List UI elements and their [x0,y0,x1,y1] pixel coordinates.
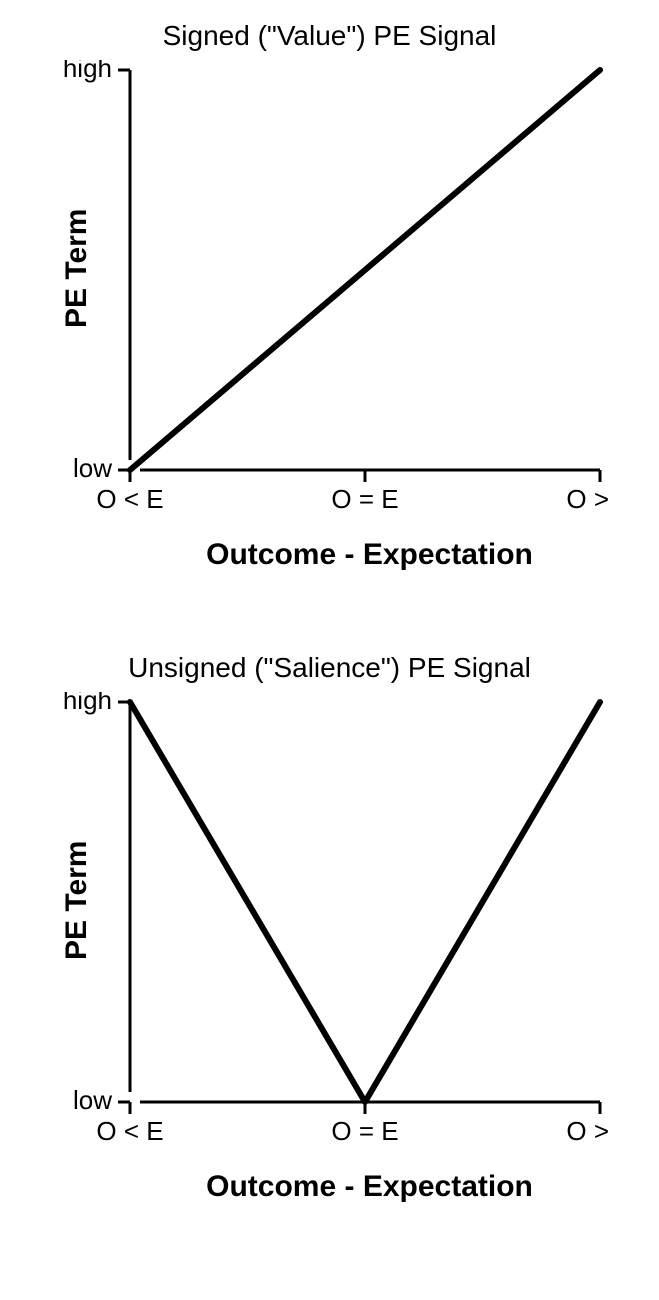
x-axis-label-bottom: Outcome - Expectation [120,1170,619,1204]
y-axis-label-top: PE Term [60,208,94,328]
plot-area-top: PE Term lowhighO < EO = EO > E [120,60,619,520]
svg-text:high: high [63,60,112,83]
panel-gap [0,572,659,652]
svg-text:O = E: O = E [331,1116,398,1146]
svg-text:O < E: O < E [96,484,163,514]
svg-text:low: low [73,1085,112,1115]
panel-signed: Signed ("Value") PE Signal PE Term low hi… [0,20,659,572]
chart-svg-top: low high O < E O = E O > E [50,60,610,520]
svg-text:low: low [73,453,112,483]
figure: Signed ("Value") PE Signal PE Term low hi… [0,0,659,1234]
panel-unsigned: Unsigned ("Salience") PE Signal PE Term … [0,652,659,1204]
svg-text:O < E: O < E [96,1116,163,1146]
panel-title-top: Signed ("Value") PE Signal [0,20,659,52]
svg-text:O = E: O = E [331,484,398,514]
svg-text:O > E: O > E [566,484,610,514]
y-axis-label-bottom: PE Term [60,840,94,960]
plot-area-bottom: PE Term lowhighO < EO = EO > E [120,692,619,1152]
svg-text:O > E: O > E [566,1116,610,1146]
chart-svg-bottom: low high O < E O = E O > E [50,692,610,1152]
svg-text:high: high [63,692,112,715]
x-axis-label-top: Outcome - Expectation [120,538,619,572]
panel-title-bottom: Unsigned ("Salience") PE Signal [0,652,659,684]
